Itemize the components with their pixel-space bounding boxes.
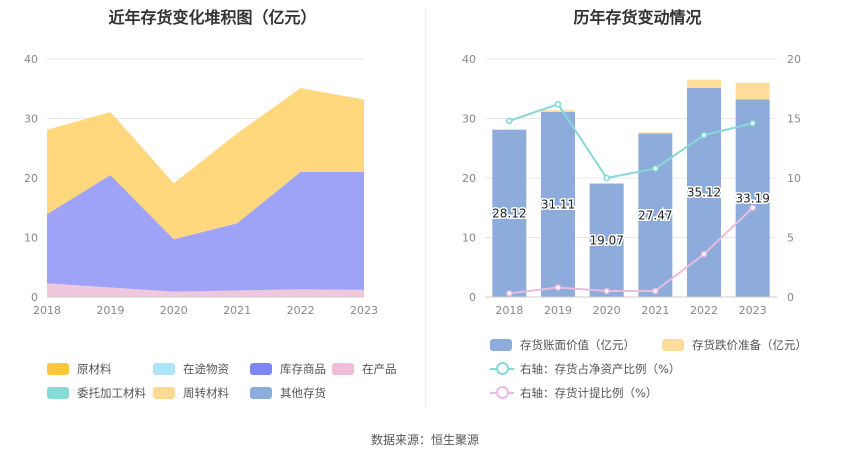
x-tick-label: 2021 xyxy=(641,304,669,317)
x-tick-label: 2021 xyxy=(223,304,251,317)
bar-data-label: 19.07 xyxy=(589,233,623,247)
line-point xyxy=(700,131,708,139)
legend-item[interactable]: 周转材料 xyxy=(153,385,229,401)
bar-book-value xyxy=(589,183,624,297)
legend-label: 其他存货 xyxy=(280,386,326,400)
bar-impairment xyxy=(735,82,770,100)
area-在产品 xyxy=(47,283,364,297)
y-tick-label: 30 xyxy=(24,113,38,126)
bar-impairment xyxy=(541,110,575,112)
y-tick-label: 0 xyxy=(469,291,476,304)
line-point xyxy=(652,287,659,295)
legend-item[interactable]: 其他存货 xyxy=(250,385,326,401)
x-tick-label: 2023 xyxy=(739,304,767,317)
legend-swatch xyxy=(250,387,272,399)
legend-swatch xyxy=(47,387,69,399)
right-chart-title: 历年存货变动情况 xyxy=(573,8,702,27)
line-point xyxy=(749,204,756,212)
line-point xyxy=(506,117,513,125)
legend-label: 周转材料 xyxy=(183,386,229,400)
legend-swatch xyxy=(332,363,354,375)
y2-tick-label: 0 xyxy=(787,291,794,304)
legend-swatch xyxy=(47,363,69,375)
y-tick-label: 20 xyxy=(462,172,476,185)
x-tick-label: 2022 xyxy=(287,304,315,317)
line-point xyxy=(554,284,562,291)
bar-impairment xyxy=(638,132,673,134)
y-tick-label: 10 xyxy=(24,232,38,245)
bar-data-label: 27.47 xyxy=(638,208,672,222)
y2-tick-label: 15 xyxy=(787,113,801,126)
legend-label: 右轴：存货计提比例（%） xyxy=(520,386,658,400)
legend-item[interactable]: 存货跌价准备（亿元） xyxy=(662,337,807,353)
legend-swatch xyxy=(662,339,684,351)
area-库存商品 xyxy=(47,172,364,292)
chart-divider xyxy=(425,8,426,408)
legend-label: 原材料 xyxy=(77,362,112,376)
legend-item[interactable]: 委托加工材料 xyxy=(47,385,146,401)
bar-data-label: 35.12 xyxy=(687,186,721,200)
legend-swatch xyxy=(153,387,175,399)
legend-item[interactable]: 原材料 xyxy=(47,361,112,377)
left-legend: 原材料 在途物资 库存商品 在产品委托加工材料 周转材料 其他存货 xyxy=(47,361,397,401)
y-tick-label: 40 xyxy=(24,53,38,66)
legend-swatch xyxy=(490,386,514,399)
legend-label: 存货账面价值（亿元） xyxy=(520,338,635,352)
line-point xyxy=(700,250,708,258)
line-netasset-ratio xyxy=(509,103,753,180)
legend-label: 委托加工材料 xyxy=(77,386,146,400)
bar-data-label: 28.12 xyxy=(492,206,526,220)
data-source-text: 数据来源：恒生聚源 xyxy=(370,433,479,447)
y2-tick-label: 10 xyxy=(787,172,801,185)
stacked-area-chart: 0 10 20 30 40 2018 2019 2020 2021 2022 2023 xyxy=(24,53,378,317)
area-周转材料 xyxy=(47,88,364,240)
line-provision-ratio xyxy=(509,207,754,295)
y-tick-label: 0 xyxy=(31,291,38,304)
x-tick-label: 2022 xyxy=(690,304,718,317)
legend-label: 在产品 xyxy=(362,362,397,376)
line-point xyxy=(506,290,513,297)
y2-tick-label: 20 xyxy=(787,53,801,66)
y-tick-label: 30 xyxy=(462,113,476,126)
line-point xyxy=(603,174,610,182)
x-tick-label: 2019 xyxy=(544,304,572,317)
legend-item[interactable]: 存货账面价值（亿元） xyxy=(490,337,635,353)
bar-impairment xyxy=(687,79,721,89)
legend-swatch xyxy=(153,363,175,375)
x-tick-label: 2020 xyxy=(593,304,621,317)
line-point xyxy=(603,287,610,295)
bar-book-value xyxy=(541,111,575,297)
legend-item[interactable]: 在产品 xyxy=(332,361,397,377)
legend-item[interactable]: 库存商品 xyxy=(250,361,326,377)
x-tick-label: 2023 xyxy=(350,304,378,317)
x-tick-label: 2018 xyxy=(495,304,523,317)
legend-swatch xyxy=(490,362,514,375)
x-tick-label: 2019 xyxy=(96,304,124,317)
line-point xyxy=(554,100,562,108)
y-tick-label: 20 xyxy=(24,172,38,185)
y-tick-label: 10 xyxy=(462,232,476,245)
y2-tick-label: 5 xyxy=(787,232,794,245)
bar-book-value xyxy=(735,99,770,297)
legend-swatch xyxy=(250,363,272,375)
left-chart-title: 近年存货变化堆积图（亿元） xyxy=(108,8,317,27)
legend-label: 存货跌价准备（亿元） xyxy=(692,338,807,352)
right-legend: 存货账面价值（亿元） 存货跌价准备（亿元） 右轴：存货占净资产比例（%） 右轴：存货计… xyxy=(425,0,850,459)
bar-data-label: 31.11 xyxy=(541,197,575,211)
legend-label: 在途物资 xyxy=(183,362,229,376)
inventory-bar-line-chart: 0 0 10 5 20 10 30 15 40 20 28.12 31.11 19.07 27.47 35.… xyxy=(462,53,801,317)
legend-item[interactable]: 在途物资 xyxy=(153,361,229,377)
line-point xyxy=(652,165,659,172)
bar-data-label: 33.19 xyxy=(735,191,769,205)
x-tick-label: 2018 xyxy=(33,304,61,317)
legend-label: 库存商品 xyxy=(280,362,326,376)
legend-item[interactable]: 右轴：存货计提比例（%） xyxy=(490,385,657,401)
legend-item[interactable]: 右轴：存货占净资产比例（%） xyxy=(490,361,680,377)
y-tick-label: 40 xyxy=(462,53,476,66)
legend-label: 右轴：存货占净资产比例（%） xyxy=(520,362,681,376)
line-point xyxy=(749,119,756,127)
x-tick-label: 2020 xyxy=(160,304,188,317)
legend-swatch xyxy=(490,339,512,351)
bar-book-value xyxy=(492,129,527,297)
